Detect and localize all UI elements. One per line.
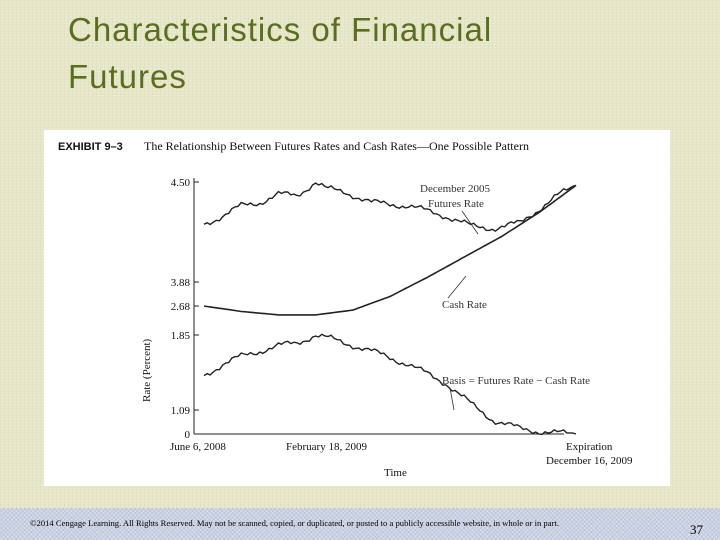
y-tick-label: 1.85 — [171, 330, 191, 342]
cash-annotation-pointer — [447, 275, 467, 299]
futures-rate-line — [203, 182, 577, 233]
slide-title-line2: Futures — [68, 58, 187, 95]
y-tick-label: 1.09 — [171, 405, 191, 417]
basis-annotation: Basis = Futures Rate − Cash Rate — [442, 375, 590, 387]
slide-title: Characteristics of Financial Futures — [68, 6, 668, 100]
exhibit-chart: EXHIBIT 9–3 The Relationship Between Fut… — [58, 139, 633, 479]
cash-annotation: Cash Rate — [442, 299, 487, 311]
futures-annotation-pointer — [461, 210, 479, 235]
futures-annotation-line1: December 2005 — [420, 183, 490, 195]
cash-rate-line — [203, 184, 577, 316]
y-tick-label: 0 — [185, 429, 191, 441]
slide-title-line1: Characteristics of Financial — [68, 11, 493, 48]
y-tick-label: 2.68 — [171, 301, 191, 313]
x-axis-label: Time — [384, 467, 407, 479]
x-tick-label: Expiration — [566, 441, 613, 453]
x-tick-sublabel: December 16, 2009 — [546, 455, 633, 467]
exhibit-figure: EXHIBIT 9–3 The Relationship Between Fut… — [44, 130, 670, 486]
y-tick-label: 4.50 — [171, 177, 191, 189]
basis-annotation-pointer — [449, 387, 455, 411]
y-axis-label: Rate (Percent) — [141, 338, 153, 402]
basis-line — [203, 333, 577, 436]
page-number: 37 — [690, 522, 703, 537]
y-tick-label: 3.88 — [171, 277, 191, 289]
x-tick-label: February 18, 2009 — [286, 441, 367, 453]
chart-title: The Relationship Between Futures Rates a… — [144, 139, 529, 153]
exhibit-label: EXHIBIT 9–3 — [58, 141, 123, 153]
futures-annotation-line2: Futures Rate — [428, 198, 484, 210]
copyright-footer: ©2014 Cengage Learning. All Rights Reser… — [0, 508, 720, 540]
y-ticks: 4.50 3.88 2.68 1.85 1.09 0 — [171, 177, 199, 441]
copyright-text: ©2014 Cengage Learning. All Rights Reser… — [30, 518, 559, 528]
x-tick-label: June 6, 2008 — [170, 441, 226, 453]
